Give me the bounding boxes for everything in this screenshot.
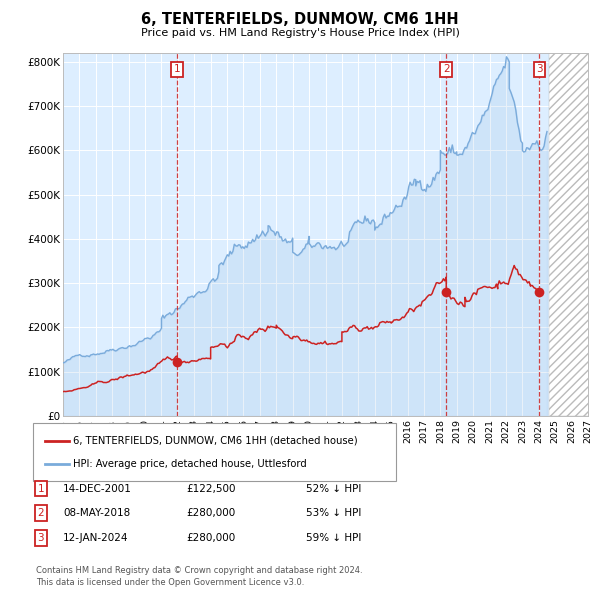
Text: 1: 1 [37,484,44,493]
Text: Contains HM Land Registry data © Crown copyright and database right 2024.
This d: Contains HM Land Registry data © Crown c… [36,566,362,587]
Text: 3: 3 [536,64,543,74]
Text: 6, TENTERFIELDS, DUNMOW, CM6 1HH: 6, TENTERFIELDS, DUNMOW, CM6 1HH [141,12,459,27]
Text: £280,000: £280,000 [186,509,235,518]
Text: 12-JAN-2024: 12-JAN-2024 [63,533,128,543]
Text: £122,500: £122,500 [186,484,235,493]
Text: 6, TENTERFIELDS, DUNMOW, CM6 1HH (detached house): 6, TENTERFIELDS, DUNMOW, CM6 1HH (detach… [73,435,358,445]
Text: 1: 1 [174,64,181,74]
Bar [548,53,600,416]
Text: 59% ↓ HPI: 59% ↓ HPI [306,533,361,543]
Text: 2: 2 [37,509,44,518]
Text: 52% ↓ HPI: 52% ↓ HPI [306,484,361,493]
Text: HPI: Average price, detached house, Uttlesford: HPI: Average price, detached house, Uttl… [73,459,307,469]
Text: 14-DEC-2001: 14-DEC-2001 [63,484,132,493]
Text: £280,000: £280,000 [186,533,235,543]
Text: 53% ↓ HPI: 53% ↓ HPI [306,509,361,518]
Text: 08-MAY-2018: 08-MAY-2018 [63,509,130,518]
Bar [548,53,600,416]
Text: 3: 3 [37,533,44,543]
Text: Price paid vs. HM Land Registry's House Price Index (HPI): Price paid vs. HM Land Registry's House … [140,28,460,38]
Text: 2: 2 [443,64,449,74]
